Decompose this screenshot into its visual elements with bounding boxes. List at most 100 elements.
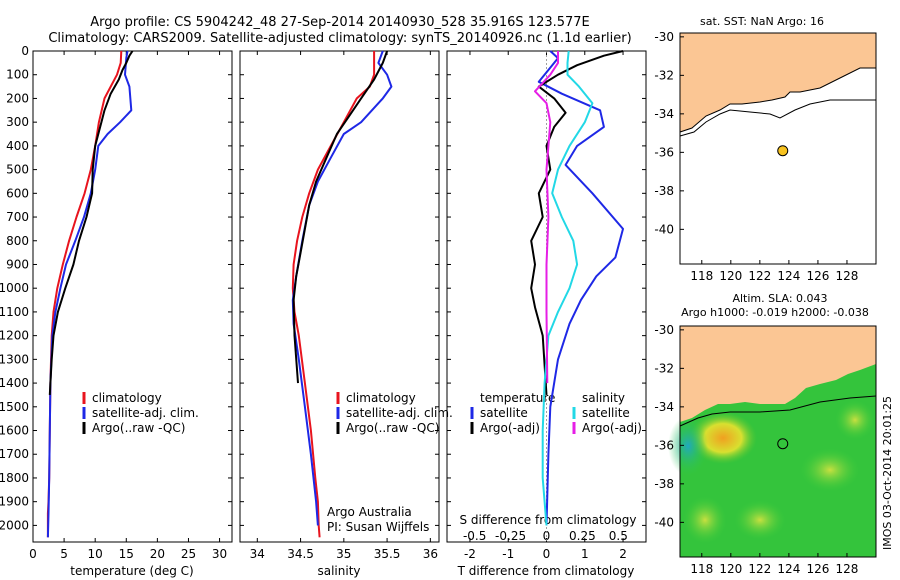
depth-tick-label: 100 [6, 68, 29, 82]
lon-tick-label: 128 [836, 562, 859, 576]
sla-anomaly [734, 500, 786, 540]
legend-t-satellite: satellite [480, 406, 528, 420]
sla-anomaly [683, 496, 727, 544]
series-line-satellite [291, 50, 393, 526]
depth-tick-label: 500 [6, 163, 29, 177]
argo-position-marker [777, 145, 789, 157]
pi-annotation: PI: Susan Wijffels [327, 520, 429, 534]
legend-satellite: satellite-adj. clim. [92, 406, 199, 420]
axes-ticks: 0100200300400500600700800900100011001200… [0, 44, 646, 561]
lat-tick-label: -30 [654, 323, 674, 337]
salinity-legend: climatology satellite-adj. clim. Argo(..… [336, 391, 453, 435]
header-line-1: Argo profile: CS 5904242_48 27-Sep-2014 … [90, 15, 590, 30]
depth-tick-label: 1200 [0, 329, 29, 343]
series-line-argo [292, 50, 389, 384]
s-tick-label: -0.25 [495, 529, 526, 543]
series-line-argo [48, 50, 134, 395]
lon-tick-label: 126 [806, 269, 829, 283]
x-tick-label: 0 [29, 547, 37, 561]
lat-tick-label: -40 [654, 222, 674, 236]
lon-tick-label: 126 [806, 562, 829, 576]
lon-tick-label: 128 [836, 269, 859, 283]
lon-tick-label: 118 [690, 269, 713, 283]
map-top-title: sat. SST: NaN Argo: 16 [700, 15, 824, 28]
depth-tick-label: 1100 [0, 305, 29, 319]
lon-tick-label: 124 [777, 562, 800, 576]
argo-australia-annotation: Argo Australia [327, 505, 412, 519]
legend-salinity-heading: salinity [582, 391, 625, 405]
map-bottom-title-2: Argo h1000: -0.019 h2000: -0.038 [681, 306, 869, 319]
legend-s-argo: Argo(-adj) [582, 421, 642, 435]
legend-argo: Argo(..raw -QC) [92, 421, 185, 435]
header-line-2: Climatology: CARS2009. Satellite-adjuste… [48, 31, 631, 46]
map-bottom-title-1: Altim. SLA: 0.043 [732, 292, 827, 305]
lon-tick-label: 122 [748, 269, 771, 283]
x-tick-label: 30 [212, 547, 227, 561]
map-top-frame [679, 32, 877, 265]
depth-tick-label: 1400 [0, 376, 29, 390]
x-tick-label: 34.5 [287, 547, 314, 561]
x-tick-label: 15 [119, 547, 134, 561]
map-top-isobath [679, 99, 876, 137]
series-line-climatology [291, 51, 376, 538]
depth-tick-label: 800 [6, 234, 29, 248]
lat-tick-label: -30 [654, 30, 674, 44]
depth-tick-label: 900 [6, 257, 29, 271]
x-tick-label: 10 [88, 547, 103, 561]
lat-tick-label: -32 [654, 68, 674, 82]
legend-climatology: climatology [92, 391, 162, 405]
lon-tick-label: 118 [690, 562, 713, 576]
lat-tick-label: -38 [654, 477, 674, 491]
map-bottom-frame [679, 325, 877, 558]
salinity-xlabel: salinity [317, 564, 360, 578]
sla-anomaly [835, 400, 875, 440]
sla-low-anomaly [668, 416, 708, 476]
x-tick-label: 35 [336, 547, 351, 561]
depth-tick-label: 1500 [0, 400, 29, 414]
x-tick-label: 0 [543, 547, 551, 561]
x-tick-label: 25 [181, 547, 196, 561]
lat-tick-label: -32 [654, 361, 674, 375]
s-tick-label: 0.5 [609, 529, 628, 543]
lat-tick-label: -34 [654, 400, 674, 414]
depth-tick-label: 400 [6, 139, 29, 153]
series-line-satellite [46, 50, 133, 538]
depth-tick-label: 600 [6, 186, 29, 200]
depth-tick-label: 1000 [0, 281, 29, 295]
x-tick-label: 35.5 [374, 547, 401, 561]
x-tick-label: -1 [502, 547, 514, 561]
depth-tick-label: 200 [6, 91, 29, 105]
imos-timestamp: IMOS 03-Oct-2014 20:01:25 [881, 396, 894, 550]
x-tick-label: 20 [150, 547, 165, 561]
argo-position-marker [777, 438, 789, 450]
legend-satellite: satellite-adj. clim. [346, 406, 453, 420]
map-bottom-axes: 118 120 122 124 126 128 -30 -32 -34 -36 -38 -40 [654, 323, 858, 576]
depth-tick-label: 700 [6, 210, 29, 224]
map-top-axes: 118 120 122 124 126 128 -30 -32 -34 -36 -38 -40 [654, 30, 858, 283]
depth-tick-label: 0 [21, 44, 29, 58]
map-bottom-land [680, 326, 876, 422]
sla-anomaly [800, 448, 860, 492]
temperature-legend: climatology satellite-adj. clim. Argo(..… [82, 391, 199, 435]
depth-tick-label: 1900 [0, 495, 29, 509]
temperature-xlabel: temperature (deg C) [70, 564, 193, 578]
legend-s-satellite: satellite [582, 406, 630, 420]
depth-tick-label: 1700 [0, 447, 29, 461]
x-tick-label: 1 [581, 547, 589, 561]
lon-tick-label: 120 [719, 269, 742, 283]
x-tick-label: 36 [423, 547, 438, 561]
s-tick-label: 0.25 [569, 529, 596, 543]
difference-xlabel: T difference from climatology [457, 564, 635, 578]
legend-temperature-heading: temperature [480, 391, 555, 405]
x-tick-label: 2 [619, 547, 627, 561]
legend-argo: Argo(..raw -QC) [346, 421, 439, 435]
salinity-panel [239, 50, 440, 543]
series-line-satellite [537, 50, 624, 526]
legend-climatology: climatology [346, 391, 416, 405]
lon-tick-label: 122 [748, 562, 771, 576]
depth-tick-label: 1800 [0, 471, 29, 485]
lon-tick-label: 124 [777, 269, 800, 283]
lon-tick-label: 120 [719, 562, 742, 576]
depth-tick-label: 2000 [0, 518, 29, 532]
